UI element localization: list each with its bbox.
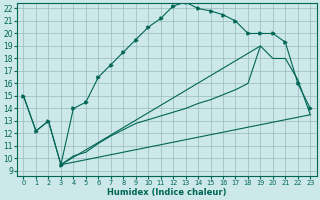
X-axis label: Humidex (Indice chaleur): Humidex (Indice chaleur) xyxy=(107,188,227,197)
